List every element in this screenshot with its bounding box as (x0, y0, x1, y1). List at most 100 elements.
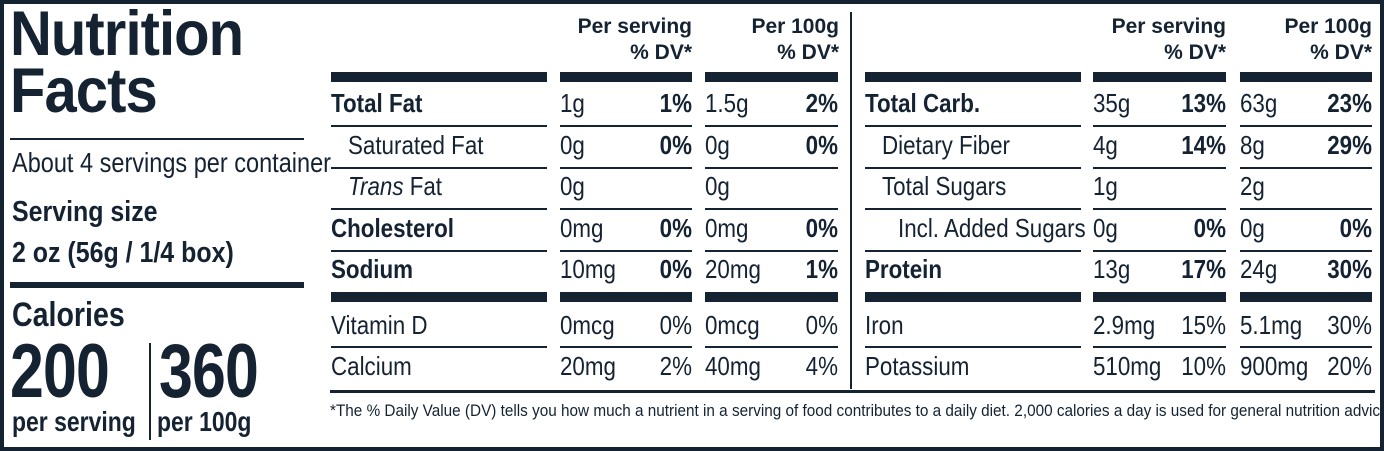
row-rule (1093, 167, 1226, 169)
thick-bar (560, 292, 692, 302)
per-serving-dv: 17% (1181, 254, 1226, 284)
row-rule (865, 208, 1081, 210)
thick-bar (865, 72, 1081, 82)
row-rule (865, 250, 1081, 252)
left-per-100g-header: Per 100g % DV* (705, 14, 839, 66)
left-per-serving-header: Per serving % DV* (560, 14, 692, 66)
per-serving-dv: 1% (659, 88, 692, 118)
thick-bar (331, 72, 547, 82)
divider (10, 138, 304, 140)
per-serving-amount: 2.9mg (1093, 310, 1156, 340)
per-serving-amount: 4g (1093, 130, 1118, 160)
nutrient-name: Dietary Fiber (882, 130, 1010, 160)
thick-bar (865, 292, 1081, 302)
header-line: % DV* (1164, 41, 1226, 64)
left-panel: Nutrition Facts About 4 servings per con… (10, 3, 331, 446)
title: Nutrition Facts (10, 3, 282, 123)
row-rule (1093, 208, 1226, 210)
per-100g-amount: 40mg (705, 351, 761, 381)
per-100g-dv: 0% (805, 310, 838, 340)
row-rule (705, 208, 838, 210)
row-rule (865, 167, 1081, 169)
header-line: Per serving (1111, 15, 1226, 38)
calories-per-serving-value: 200 (10, 329, 110, 414)
per-100g-dv: 23% (1327, 88, 1372, 118)
per-serving-dv: 0% (659, 310, 692, 340)
nutrient-name: Vitamin D (331, 310, 428, 340)
header-line: Per 100g (1284, 15, 1372, 38)
footnote-divider (330, 390, 1375, 393)
row-rule (705, 167, 838, 169)
per-serving-amount: 35g (1093, 88, 1131, 118)
per-serving-amount: 1g (560, 88, 585, 118)
per-100g-amount: 8g (1240, 130, 1265, 160)
per-100g-dv: 0% (805, 130, 838, 160)
per-100g-amount: 0mcg (705, 310, 760, 340)
header-line: % DV* (777, 41, 839, 64)
nutrient-name: Potassium (865, 351, 970, 381)
per-100g-amount: 5.1mg (1240, 310, 1303, 340)
section-divider (850, 12, 852, 389)
per-100g-amount: 0g (1240, 213, 1265, 243)
nutrient-name: Sodium (331, 254, 413, 284)
header-line: % DV* (1310, 41, 1372, 64)
nutrient-name-italic: Trans (348, 171, 404, 201)
per-100g-dv: 0% (1339, 213, 1372, 243)
per-100g-dv: 30% (1327, 254, 1372, 284)
serving-size-label: Serving size (12, 196, 158, 228)
per-serving-dv: 0% (1193, 213, 1226, 243)
per-serving-amount: 510mg (1093, 351, 1162, 381)
per-serving-dv: 10% (1181, 351, 1226, 381)
row-rule (560, 250, 692, 252)
per-serving-dv: 14% (1181, 130, 1226, 160)
per-100g-dv: 30% (1327, 310, 1372, 340)
nutrient-name: Saturated Fat (348, 130, 484, 160)
nutrient-name: Incl. Added Sugars (898, 213, 1086, 243)
thick-bar (705, 72, 838, 82)
per-100g-dv: 29% (1327, 130, 1372, 160)
nutrient-name: Protein (865, 254, 943, 284)
thick-bar (705, 292, 838, 302)
row-rule (1093, 125, 1226, 127)
divider (10, 282, 304, 288)
row-rule (331, 208, 547, 210)
thick-bar (1093, 72, 1226, 82)
per-100g-amount: 900mg (1240, 351, 1309, 381)
calories-per-100g-label: per 100g (157, 406, 252, 437)
per-serving-dv: 2% (659, 351, 692, 381)
per-100g-dv: 4% (805, 351, 838, 381)
nutrient-name: Trans Fat (348, 171, 442, 201)
row-rule (560, 346, 692, 348)
thick-bar (1240, 292, 1372, 302)
header-line: Per 100g (751, 15, 839, 38)
per-serving-amount: 0g (560, 130, 585, 160)
calories-per-serving-label: per serving (12, 406, 136, 437)
nutrient-name: Total Sugars (882, 171, 1007, 201)
row-rule (331, 250, 547, 252)
right-per-serving-header: Per serving % DV* (1093, 14, 1226, 66)
row-rule (1240, 250, 1372, 252)
per-serving-dv: 0% (659, 130, 692, 160)
per-100g-dv: 2% (805, 88, 838, 118)
per-100g-amount: 0g (705, 130, 730, 160)
per-serving-amount: 10mg (560, 254, 616, 284)
calories-label: Calories (12, 296, 125, 334)
servings-per-container: About 4 servings per container (12, 147, 332, 178)
per-100g-amount: 0mg (705, 213, 749, 243)
thick-bar (331, 292, 547, 302)
serving-size-value: 2 oz (56g / 1/4 box) (12, 237, 234, 269)
per-serving-amount: 0g (560, 171, 585, 201)
row-rule (1240, 346, 1372, 348)
row-rule (865, 125, 1081, 127)
row-rule (705, 346, 838, 348)
per-100g-amount: 20mg (705, 254, 761, 284)
row-rule (1240, 208, 1372, 210)
footnote: *The % Daily Value (DV) tells you how mu… (330, 401, 1384, 420)
nutrient-name-rest: Fat (403, 171, 443, 201)
per-serving-amount: 0mcg (560, 310, 615, 340)
per-100g-amount: 2g (1240, 171, 1265, 201)
row-rule (560, 167, 692, 169)
header-line: % DV* (630, 41, 692, 64)
row-rule (1240, 125, 1372, 127)
right-per-100g-header: Per 100g % DV* (1240, 14, 1372, 66)
